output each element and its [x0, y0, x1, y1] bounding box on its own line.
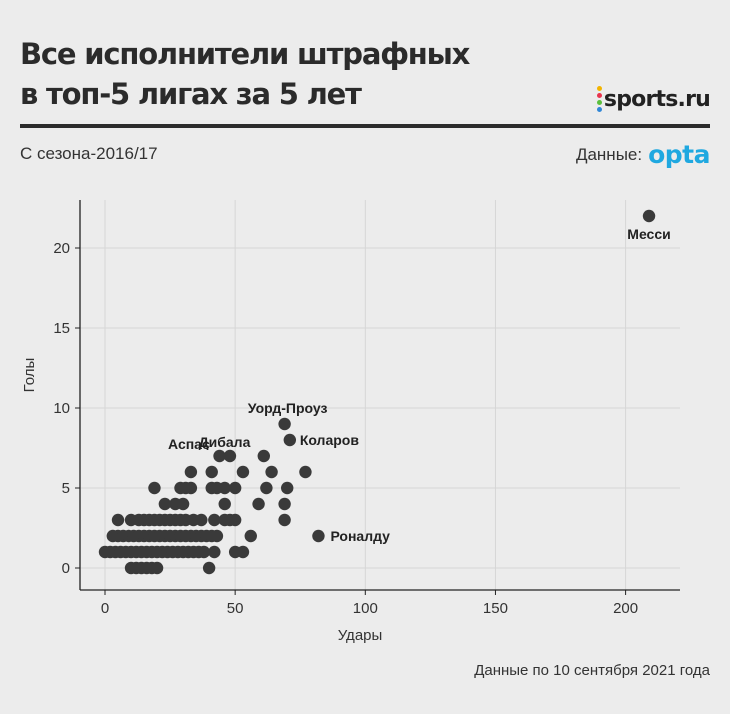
header-divider [20, 124, 710, 128]
scatter-point [208, 545, 221, 559]
y-tick-label: 5 [62, 480, 70, 497]
scatter-point [278, 417, 291, 431]
scatter-point [278, 497, 291, 511]
x-tick-label: 0 [101, 600, 109, 617]
point-label: Месси [627, 226, 670, 242]
source-prefix: Данные: [575, 144, 643, 164]
scatter-point [184, 465, 198, 479]
scatter-point [260, 481, 273, 495]
x-tick-label: 200 [613, 600, 638, 617]
scatter-point [111, 513, 125, 527]
scatter-point [176, 497, 190, 511]
y-tick-label: 20 [53, 240, 70, 257]
x-tick-label: 100 [353, 600, 378, 617]
scatter-point [218, 481, 231, 495]
scatter-point [236, 465, 250, 479]
data-points [98, 209, 656, 575]
footnote: Данные по 10 сентября 2021 года [474, 662, 710, 679]
scatter-point [202, 561, 216, 575]
scatter-point [150, 561, 164, 575]
logo-dots-icon [596, 86, 602, 112]
scatter-point [158, 497, 172, 511]
scatter-point [244, 529, 257, 543]
point-label: Аспас [168, 436, 210, 452]
scatter-point [299, 465, 312, 479]
sports-ru-logo: sports.ru [596, 86, 711, 112]
scatter-point [213, 449, 226, 463]
scatter-point [208, 513, 221, 527]
scatter-point [210, 529, 224, 543]
scatter-point [642, 209, 656, 223]
scatter-point [205, 465, 218, 479]
data-source: Данные: opta [575, 140, 711, 169]
y-tick-label: 15 [53, 320, 70, 337]
point-label: Дибала [199, 434, 251, 450]
y-tick-label: 0 [62, 560, 70, 577]
scatter-point [265, 465, 278, 479]
scatter-point [278, 513, 291, 527]
point-label: Роналду [330, 528, 390, 544]
scatter-point [184, 481, 198, 495]
y-axis-title: Голы [21, 358, 38, 393]
opta-logo: opta [648, 140, 710, 169]
logo-dot-green [596, 100, 602, 105]
point-label: Уорд-Проуз [248, 400, 328, 416]
scatter-point [236, 545, 250, 559]
scatter-point [223, 449, 237, 463]
logo-dot-blue [596, 107, 602, 112]
chart-title: Все исполнители штрафных в топ-5 лигах з… [20, 37, 470, 111]
scatter-point [228, 481, 242, 495]
scatter-point [252, 497, 265, 511]
subtitle: С сезона-2016/17 [20, 144, 158, 163]
scatter-point [281, 481, 294, 495]
scatter-point [228, 513, 242, 527]
scatter-point [148, 481, 161, 495]
scatter-point [218, 497, 231, 511]
y-tick-label: 10 [53, 400, 70, 417]
x-tick-label: 50 [227, 600, 244, 617]
logo-dot-yellow [596, 86, 602, 91]
grid [80, 200, 680, 590]
scatter-point [312, 529, 325, 543]
axes: 0 50 100 150 200 0 5 10 15 20 Удары Голы [21, 200, 680, 644]
logo-text: sports.ru [603, 86, 711, 112]
scatter-point [283, 433, 297, 447]
point-label: Коларов [300, 432, 360, 448]
scatter-point [197, 545, 211, 559]
x-tick-label: 150 [483, 600, 508, 617]
scatter-point [195, 513, 208, 527]
x-axis-title: Удары [338, 627, 383, 644]
scatter-point [257, 449, 270, 463]
logo-dot-red [596, 93, 602, 98]
